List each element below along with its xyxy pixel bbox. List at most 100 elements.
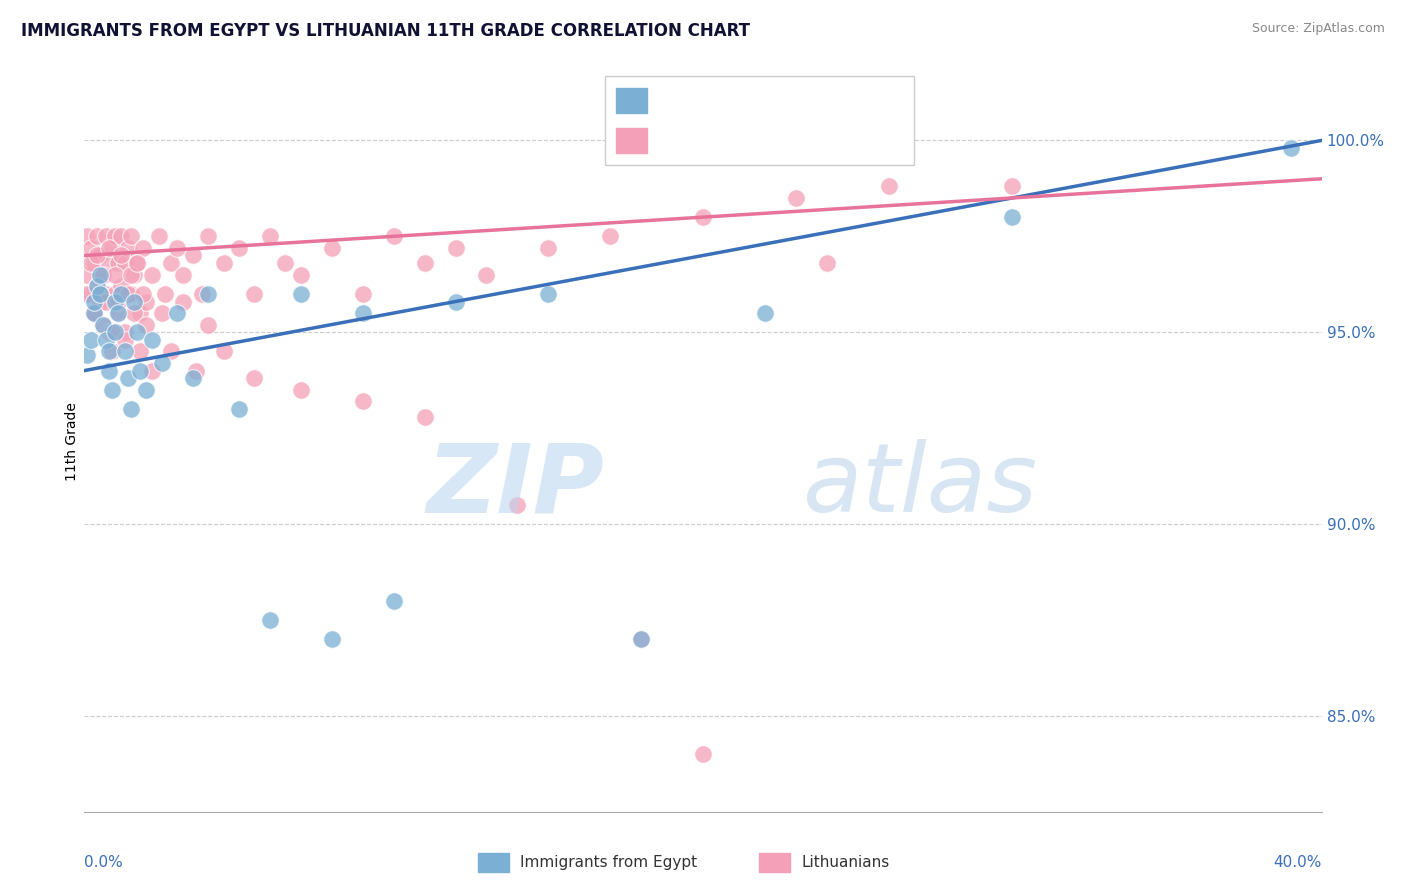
Point bbox=[132, 286, 155, 301]
Point bbox=[1001, 179, 1024, 194]
Text: 96: 96 bbox=[787, 131, 810, 149]
Point bbox=[1001, 210, 1024, 224]
Point bbox=[125, 325, 148, 339]
Point bbox=[630, 632, 652, 646]
Point bbox=[153, 286, 176, 301]
Text: Lithuanians: Lithuanians bbox=[801, 855, 890, 870]
Point bbox=[129, 306, 152, 320]
Point bbox=[98, 241, 121, 255]
Point bbox=[120, 286, 142, 301]
Point bbox=[475, 268, 498, 282]
Point bbox=[259, 229, 281, 244]
Text: R =: R = bbox=[655, 133, 689, 147]
Point bbox=[181, 371, 204, 385]
Point bbox=[506, 498, 529, 512]
Point bbox=[352, 306, 374, 320]
Point bbox=[122, 306, 145, 320]
Point bbox=[91, 268, 114, 282]
Point bbox=[537, 286, 560, 301]
Point bbox=[101, 344, 124, 359]
Point bbox=[290, 383, 312, 397]
Point bbox=[274, 256, 297, 270]
Point bbox=[107, 294, 129, 309]
Point bbox=[94, 229, 117, 244]
Point bbox=[135, 294, 157, 309]
Point bbox=[120, 268, 142, 282]
Point bbox=[98, 325, 121, 339]
Point bbox=[191, 286, 214, 301]
Point bbox=[129, 363, 152, 377]
Point bbox=[352, 286, 374, 301]
Point bbox=[599, 229, 621, 244]
Point bbox=[89, 286, 111, 301]
Point bbox=[166, 241, 188, 255]
Point bbox=[89, 286, 111, 301]
Point bbox=[101, 383, 124, 397]
Point bbox=[114, 325, 136, 339]
Text: Immigrants from Egypt: Immigrants from Egypt bbox=[520, 855, 697, 870]
Point bbox=[86, 279, 108, 293]
Point bbox=[290, 268, 312, 282]
Point bbox=[197, 229, 219, 244]
Point bbox=[352, 394, 374, 409]
Point bbox=[89, 294, 111, 309]
Point bbox=[166, 306, 188, 320]
Point bbox=[83, 256, 105, 270]
Point bbox=[76, 286, 98, 301]
Point bbox=[104, 229, 127, 244]
Text: 40.0%: 40.0% bbox=[1274, 855, 1322, 870]
Point bbox=[83, 294, 105, 309]
Point bbox=[117, 286, 139, 301]
Point bbox=[117, 371, 139, 385]
Point bbox=[321, 632, 343, 646]
Point bbox=[122, 294, 145, 309]
Point bbox=[290, 286, 312, 301]
Point bbox=[141, 363, 163, 377]
Point bbox=[160, 256, 183, 270]
Point bbox=[98, 344, 121, 359]
Point bbox=[114, 344, 136, 359]
Point bbox=[79, 256, 101, 270]
Point bbox=[107, 306, 129, 320]
Point bbox=[160, 344, 183, 359]
Point bbox=[212, 256, 235, 270]
Point bbox=[114, 333, 136, 347]
Point bbox=[537, 241, 560, 255]
Point bbox=[107, 256, 129, 270]
Text: 0.317: 0.317 bbox=[689, 92, 741, 110]
Text: R =: R = bbox=[655, 94, 689, 108]
Y-axis label: 11th Grade: 11th Grade bbox=[65, 402, 79, 481]
Point bbox=[110, 229, 132, 244]
Text: atlas: atlas bbox=[801, 440, 1038, 533]
Point bbox=[228, 401, 250, 416]
Point bbox=[89, 248, 111, 262]
Point bbox=[692, 747, 714, 761]
Point bbox=[444, 294, 467, 309]
Text: N =: N = bbox=[752, 133, 786, 147]
Point bbox=[79, 241, 101, 255]
Point bbox=[413, 409, 436, 424]
Point bbox=[117, 241, 139, 255]
Point bbox=[76, 229, 98, 244]
Point bbox=[91, 318, 114, 332]
Point bbox=[83, 306, 105, 320]
Point bbox=[132, 241, 155, 255]
Point bbox=[259, 613, 281, 627]
Point bbox=[172, 294, 194, 309]
Point bbox=[104, 294, 127, 309]
Point bbox=[83, 306, 105, 320]
Point bbox=[83, 306, 105, 320]
Text: 0.257: 0.257 bbox=[689, 131, 741, 149]
Point bbox=[86, 229, 108, 244]
Point bbox=[86, 279, 108, 293]
Point bbox=[382, 229, 405, 244]
Point bbox=[181, 248, 204, 262]
Point bbox=[91, 268, 114, 282]
Point bbox=[110, 279, 132, 293]
Point bbox=[135, 318, 157, 332]
Point bbox=[114, 256, 136, 270]
Point bbox=[692, 210, 714, 224]
Point bbox=[104, 325, 127, 339]
Point bbox=[243, 286, 266, 301]
Point bbox=[1279, 141, 1302, 155]
